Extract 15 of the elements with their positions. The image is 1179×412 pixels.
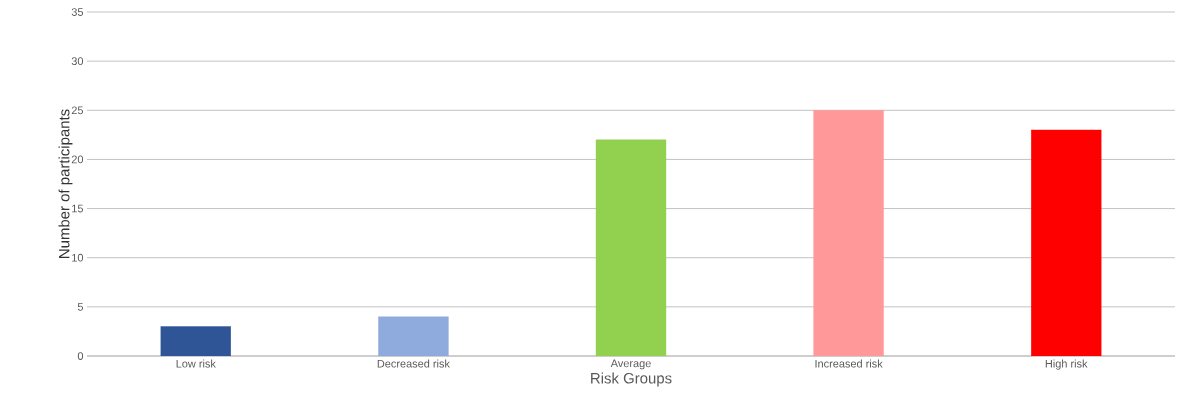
x-tick-label: Increased risk <box>815 359 883 368</box>
y-tick-label: 10 <box>72 253 84 262</box>
y-tick-label: 5 <box>77 303 84 311</box>
x-tick-label: High risk <box>1045 359 1088 370</box>
y-tick-label: 20 <box>71 155 84 164</box>
y-tick-label: 15 <box>72 204 84 213</box>
y-tick-label: 35 <box>71 8 84 16</box>
x-tick-label: Decreased risk <box>377 359 450 368</box>
x-tick-label: Low risk <box>176 359 216 368</box>
x-tick-label: Average <box>610 359 651 370</box>
y-tick-label: 30 <box>71 57 84 66</box>
x-axis-title: Risk Groups <box>591 372 672 387</box>
y-tick-label: 25 <box>71 106 84 115</box>
y-axis-title: Number of participants <box>58 109 73 258</box>
y-tick-label: 0 <box>77 352 84 360</box>
